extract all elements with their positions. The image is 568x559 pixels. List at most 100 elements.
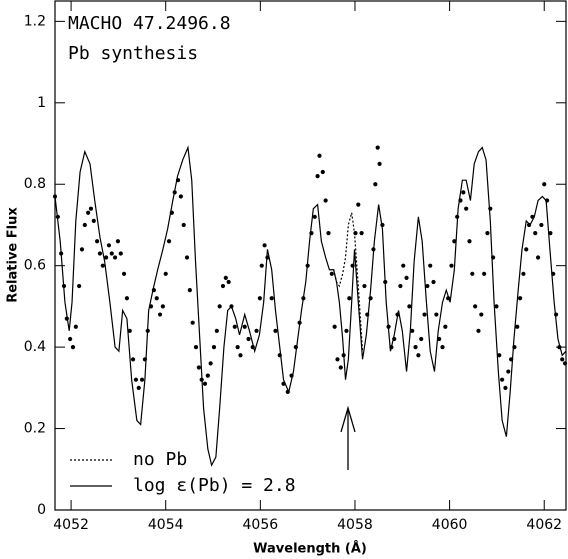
y-axis-label: Relative Flux bbox=[6, 207, 21, 303]
observed-point bbox=[485, 231, 490, 236]
observed-point bbox=[341, 353, 346, 358]
observed-point bbox=[344, 328, 349, 333]
plot-frame bbox=[54, 0, 567, 511]
observed-point bbox=[395, 312, 400, 317]
y-tick-label: 1.2 bbox=[24, 13, 46, 29]
observed-point bbox=[254, 328, 259, 333]
observed-point bbox=[199, 377, 204, 382]
observed-point bbox=[211, 345, 217, 350]
observed-point bbox=[383, 279, 388, 285]
observed-point bbox=[332, 324, 337, 329]
observed-point bbox=[214, 328, 219, 333]
arrow bbox=[340, 405, 356, 470]
observed-point bbox=[175, 178, 181, 183]
observed-point bbox=[488, 206, 493, 211]
observed-point bbox=[440, 345, 445, 350]
observed-point bbox=[220, 283, 226, 289]
observed-point bbox=[461, 190, 466, 195]
observed-point bbox=[232, 324, 237, 329]
observed-point bbox=[124, 296, 130, 301]
observed-point bbox=[515, 324, 520, 329]
observed-point bbox=[136, 385, 141, 390]
observed-point bbox=[548, 231, 553, 236]
observed-point bbox=[187, 288, 192, 293]
observed-point bbox=[106, 243, 112, 248]
x-tick-label: 4062 bbox=[526, 517, 562, 533]
observed-point bbox=[73, 324, 78, 329]
observed-point bbox=[530, 214, 535, 219]
observed-point bbox=[208, 361, 213, 366]
observed-point bbox=[464, 206, 469, 211]
observed-point bbox=[169, 210, 174, 215]
observed-point bbox=[371, 247, 376, 252]
observed-point bbox=[473, 304, 478, 309]
observed-point bbox=[476, 328, 481, 333]
legend-label: log ε(Pb) = 2.8 bbox=[133, 475, 296, 496]
observed-point bbox=[452, 239, 457, 244]
y-tick-label: 0 bbox=[37, 502, 46, 518]
observed-point bbox=[142, 357, 147, 362]
observed-point bbox=[542, 182, 547, 187]
observed-point bbox=[223, 275, 228, 280]
observed-point bbox=[196, 365, 201, 370]
observed-point bbox=[202, 381, 208, 386]
observed-point bbox=[326, 231, 331, 236]
observed-point bbox=[544, 198, 550, 203]
observed-point bbox=[317, 153, 322, 158]
observed-point bbox=[338, 365, 343, 370]
observed-point bbox=[163, 271, 168, 276]
observed-point bbox=[467, 239, 472, 244]
x-tick-label: 4054 bbox=[148, 517, 184, 533]
observed-point bbox=[404, 275, 409, 280]
observed-point bbox=[375, 145, 380, 150]
legend-label: no Pb bbox=[133, 449, 187, 470]
observed-point bbox=[88, 206, 94, 211]
observed-point bbox=[157, 312, 163, 317]
x-tick-label: 4052 bbox=[53, 517, 89, 533]
observed-point bbox=[386, 324, 391, 329]
observed-point bbox=[315, 173, 320, 179]
observed-point bbox=[509, 357, 514, 362]
x-tick-label: 4060 bbox=[432, 517, 468, 533]
observed-point bbox=[512, 345, 517, 350]
observed-point bbox=[121, 271, 127, 276]
observed-point bbox=[115, 239, 121, 244]
observed-point bbox=[449, 263, 454, 268]
observed-point bbox=[521, 271, 526, 276]
observed-point bbox=[491, 255, 496, 260]
observed-point bbox=[205, 373, 210, 378]
observed-point bbox=[193, 345, 199, 350]
observed-point bbox=[553, 312, 559, 317]
observed-point bbox=[422, 312, 427, 317]
observed-point bbox=[86, 210, 91, 215]
observed-point bbox=[259, 263, 264, 268]
observed-point bbox=[190, 320, 195, 325]
y-tick-label: 0.8 bbox=[24, 176, 46, 192]
observed-point bbox=[262, 243, 267, 248]
observed-point bbox=[494, 304, 499, 309]
observed-point bbox=[506, 369, 511, 374]
observed-point bbox=[368, 296, 373, 301]
observed-point bbox=[79, 247, 85, 252]
observed-point bbox=[269, 296, 274, 301]
annotation: Pb synthesis bbox=[68, 43, 198, 64]
observed-point bbox=[518, 296, 523, 301]
observed-point bbox=[470, 271, 475, 276]
observed-point bbox=[166, 239, 172, 244]
observed-point bbox=[130, 357, 136, 362]
observed-point bbox=[551, 271, 556, 276]
observed-point bbox=[91, 218, 96, 223]
observed-point bbox=[285, 389, 290, 395]
observed-point bbox=[443, 324, 448, 329]
observed-point bbox=[373, 182, 378, 187]
y-tick-label: 0.6 bbox=[24, 258, 46, 274]
observed-point bbox=[273, 328, 278, 333]
observed-point bbox=[392, 336, 397, 342]
observed-point bbox=[145, 328, 150, 333]
observed-point bbox=[350, 263, 355, 268]
observed-point bbox=[353, 231, 358, 236]
observed-point bbox=[431, 279, 436, 285]
observed-point bbox=[389, 345, 394, 350]
observed-point bbox=[52, 194, 58, 199]
